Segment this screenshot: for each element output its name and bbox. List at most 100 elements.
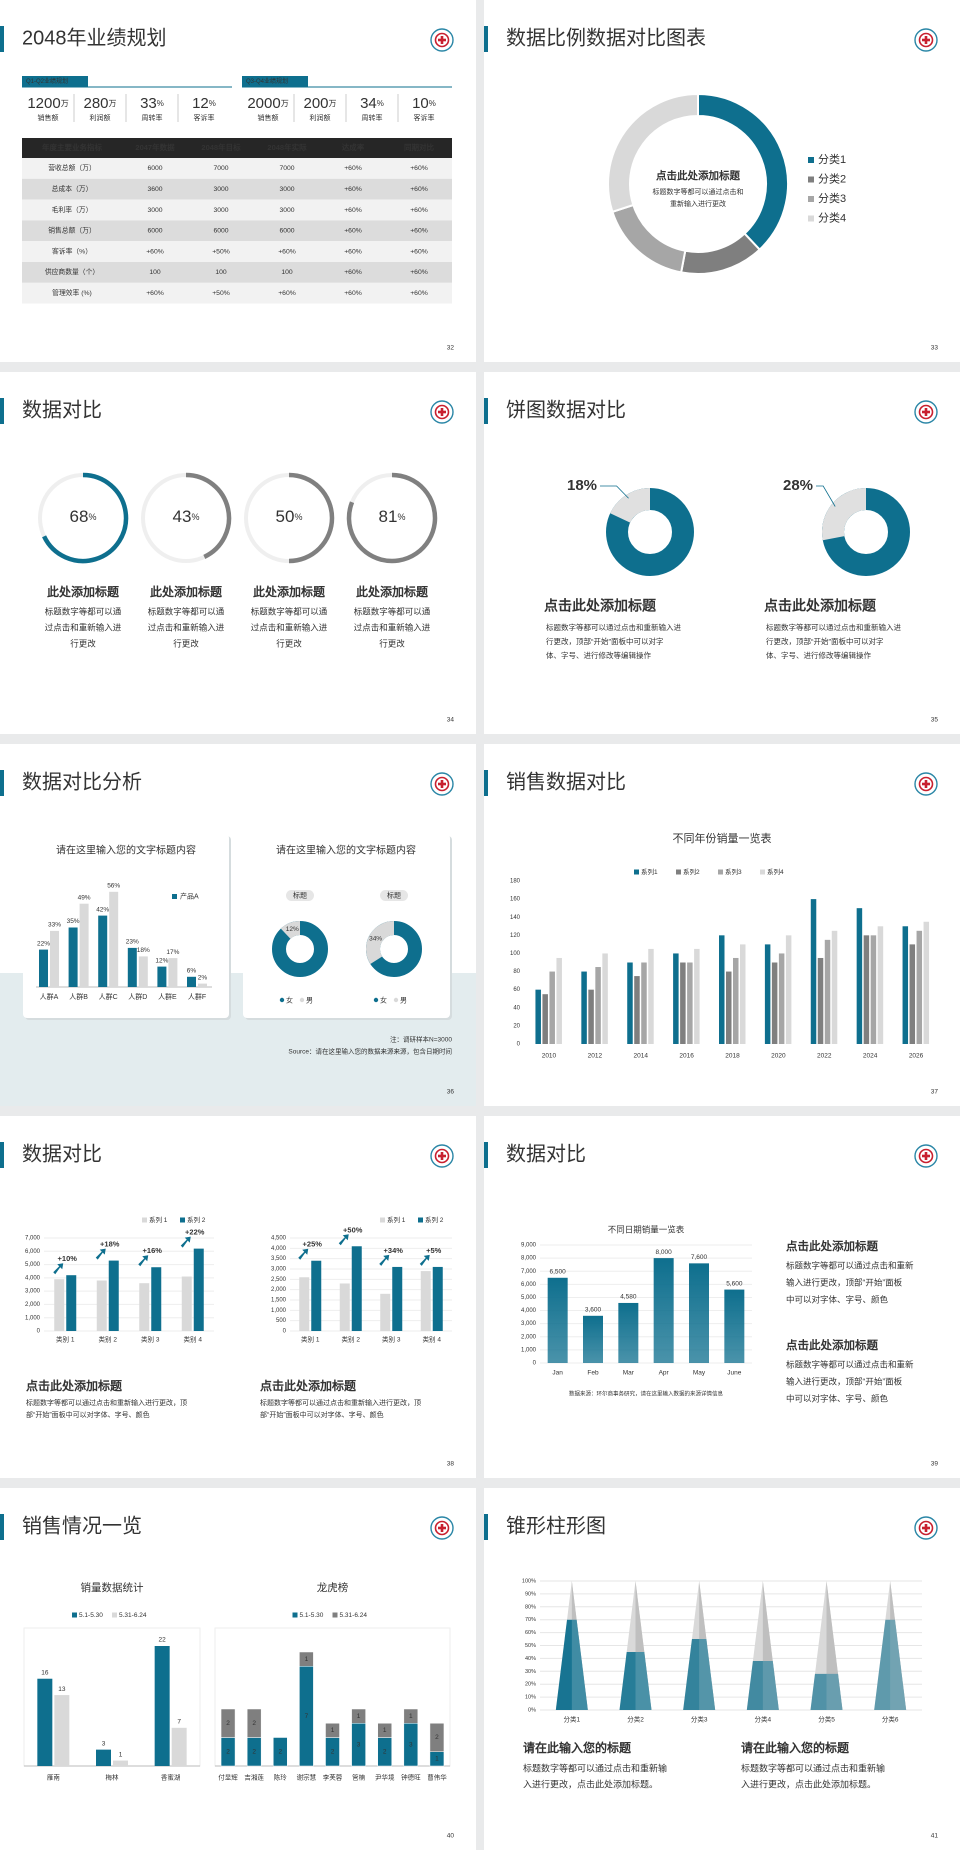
cone-fill-shade	[699, 1639, 716, 1710]
x-tick-label: 人群F	[188, 992, 206, 1001]
bar	[581, 971, 587, 1044]
bar	[54, 1279, 65, 1331]
x-tick-label: 人群B	[69, 992, 88, 1001]
legend-dot	[299, 997, 305, 1003]
ring-text: 标题数字等都可以通	[45, 606, 122, 616]
legend-swatch	[72, 1612, 77, 1618]
slide: 数据比例数据对比图表 33 分类1 分类2 分类3 分类4 点击此处添加标题 标题数字等都可以…	[484, 0, 960, 362]
legend-swatch	[808, 176, 814, 183]
table-cell: +60%	[410, 165, 428, 172]
text-part: %	[397, 512, 405, 522]
bar	[299, 1277, 310, 1331]
card-title: 请在这里输入您的文字标题内容	[276, 844, 416, 857]
x-tick-label: 人群D	[128, 992, 147, 1001]
kpi-label: 销售额	[38, 113, 59, 122]
bar	[98, 915, 108, 987]
bar	[113, 1760, 128, 1766]
cone-fill	[619, 1651, 652, 1710]
y-tick-label: 90%	[525, 1591, 536, 1597]
bar	[902, 926, 909, 1044]
block-text: 标题数字等都可以通过点击和重新输入进行更改，顶	[260, 1398, 421, 1407]
logo	[430, 28, 454, 52]
table-cell: +60%	[278, 248, 296, 255]
ring-heading: 此处添加标题	[253, 584, 326, 599]
table-cell: 7000	[279, 165, 294, 172]
cone-fill	[683, 1639, 716, 1710]
legend-label: 分类4	[818, 210, 846, 224]
bar	[542, 994, 548, 1044]
y-tick-label: 0%	[528, 1707, 536, 1713]
legend-label: 系列 1	[387, 1215, 406, 1224]
logo-cross	[438, 1154, 446, 1158]
y-tick-label: 5,000	[521, 1295, 537, 1301]
bar	[151, 1267, 162, 1331]
x-tick-label: 陈玲	[274, 1773, 288, 1782]
block-text: 标题数字等都可以通过点击和重新	[786, 1359, 914, 1369]
x-tick-label: 类别 2	[342, 1335, 361, 1344]
slide-title: 2048年业绩规划	[22, 26, 167, 49]
center-text: 标题数字等都可以通过点击和	[653, 187, 744, 196]
table-cell: +50%	[212, 248, 230, 255]
y-tick-label: 1,000	[521, 1347, 537, 1353]
block-text: 部“开始”面板中可以对字体、字号、颜色	[260, 1410, 384, 1419]
bar-label: 17%	[166, 949, 179, 956]
table-row	[22, 199, 452, 221]
bar	[673, 953, 679, 1044]
table-cell: +60%	[146, 290, 164, 297]
table-row	[22, 220, 452, 242]
y-tick-label: 3,000	[25, 1289, 41, 1295]
segment-label: 1	[383, 1727, 387, 1734]
bar-label: 8,000	[656, 1249, 673, 1256]
slide-title: 销售数据对比	[506, 770, 626, 793]
x-tick-label: 类别 1	[56, 1335, 75, 1344]
legend-swatch	[676, 869, 681, 875]
text-part: 万	[329, 99, 337, 108]
bar	[109, 891, 119, 987]
logo-ring	[914, 1144, 938, 1168]
kpi-label: 利润额	[310, 113, 331, 122]
block-text: 部“开始”面板中可以对字体、字号、颜色	[26, 1410, 150, 1419]
y-tick-label: 100%	[522, 1578, 536, 1584]
legend-swatch	[760, 869, 765, 875]
donut-segment	[366, 921, 394, 965]
kpi-label: 销售额	[258, 113, 279, 122]
block-text: 中可以对字体、字号、颜色	[786, 1294, 889, 1304]
table-cell: +50%	[212, 290, 230, 297]
bar-label: 56%	[107, 883, 120, 890]
y-tick-label: 2,000	[521, 1334, 537, 1340]
text-part: 12	[192, 95, 209, 112]
growth-label: +18%	[100, 1240, 120, 1249]
ring-text: 行更改	[70, 638, 96, 648]
y-tick-label: 4,500	[271, 1236, 287, 1242]
bar	[764, 944, 771, 1044]
pie-segment	[610, 488, 650, 523]
table-cell: +60%	[344, 207, 362, 214]
block-heading: 请在此输入您的标题	[523, 1740, 632, 1755]
page-number: 36	[447, 1089, 455, 1096]
table-cell: +60%	[410, 269, 428, 276]
table-cell: 客诉率（%）	[52, 246, 92, 255]
table-cell: 毛利率（万）	[52, 205, 93, 214]
segment-label: 2	[252, 1720, 256, 1727]
bar	[694, 948, 700, 1044]
bar	[139, 1283, 150, 1331]
y-tick-label: 140	[510, 915, 521, 921]
bar-label: 12%	[155, 957, 168, 964]
ring-text: 行更改	[379, 638, 405, 648]
x-tick-label: Feb	[587, 1370, 599, 1377]
donut-segment	[679, 232, 762, 275]
page-number: 32	[447, 345, 455, 352]
bar	[157, 966, 167, 987]
legend-dot	[279, 997, 285, 1003]
slide: 2048年业绩规划 32 Q1-Q2业绩规划 1200万 销售额 280万 利润额 33% 周转…	[0, 0, 476, 362]
table-header-cell: 2048年目标	[201, 142, 241, 152]
block-heading: 点击此处添加标题	[26, 1378, 123, 1393]
segment-label: 2	[435, 1734, 439, 1741]
footnote: 注：调研样本N=3000	[390, 1035, 452, 1044]
table-row	[22, 262, 452, 283]
bar-label: 2%	[198, 974, 208, 981]
bar	[618, 1302, 639, 1363]
table-cell: +60%	[278, 290, 296, 297]
